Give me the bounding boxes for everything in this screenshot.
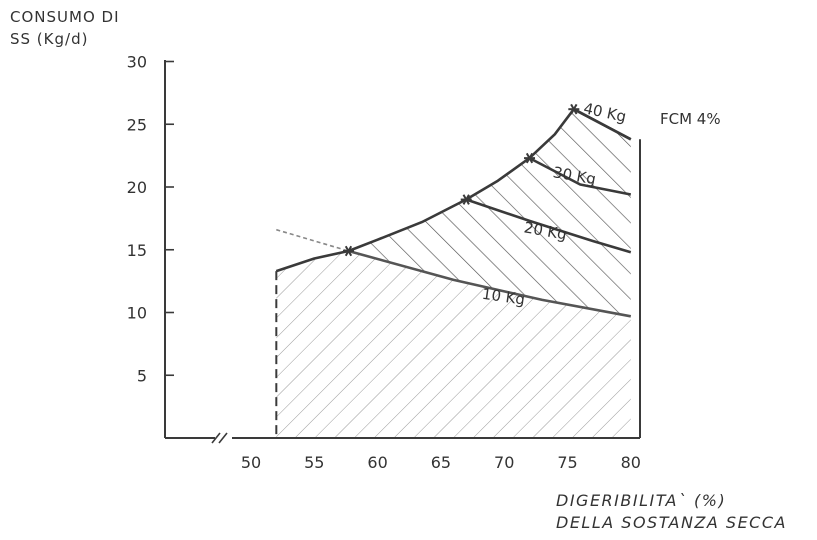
series-line xyxy=(528,156,632,196)
series-lines xyxy=(275,107,641,438)
x-tick-label: 75 xyxy=(557,453,577,472)
y-tick-label: 25 xyxy=(127,115,147,134)
y-axis-title-line1: CONSUMO DI xyxy=(10,8,120,26)
legend-title: FCM 4% xyxy=(660,110,721,128)
star-marker-stroke xyxy=(462,194,470,205)
shaded-regions xyxy=(276,109,631,438)
x-tick-label: 65 xyxy=(431,453,451,472)
axis-break-mark xyxy=(211,432,221,444)
point-markers xyxy=(342,103,580,257)
extrapolation-line xyxy=(276,228,349,252)
x-tick-label: 50 xyxy=(241,453,261,472)
series-line xyxy=(348,249,632,318)
star-marker-stroke xyxy=(570,103,578,115)
dark-hatched-area xyxy=(348,109,631,317)
x-axis-title-line2: DELLA SOSTANZA SECCA xyxy=(556,513,787,532)
x-tick-label: 55 xyxy=(304,453,324,472)
y-tick-label: 5 xyxy=(137,366,147,385)
x-axis-title-line1: DIGERIBILITA` (%) xyxy=(556,491,727,510)
light-hatched-area xyxy=(276,251,631,438)
x-tick-label: 70 xyxy=(494,453,514,472)
x-tick-label: 80 xyxy=(621,453,641,472)
star-marker-stroke xyxy=(344,245,353,257)
star-marker xyxy=(524,152,536,164)
x-axis-title: DIGERIBILITA` (%) DELLA SOSTANZA SECCA xyxy=(556,490,816,534)
y-tick-label: 20 xyxy=(127,178,147,197)
series-line xyxy=(573,108,632,141)
y-axis-title-line2: SS (Kg/d) xyxy=(10,30,89,48)
axes: 5 10 15 20 25 30 50 55 60 65 70 75 80 xyxy=(127,53,641,473)
star-marker xyxy=(568,103,580,115)
star-marker xyxy=(342,245,354,257)
star-marker-stroke xyxy=(525,152,534,164)
star-marker xyxy=(460,194,472,205)
y-tick-label: 10 xyxy=(127,304,147,323)
axis-break-mark xyxy=(218,432,228,444)
series-label: 10 Kg xyxy=(481,285,526,309)
x-tick-label: 60 xyxy=(367,453,387,472)
y-tick-label: 15 xyxy=(127,241,147,260)
series-line xyxy=(465,198,632,254)
y-tick-label: 30 xyxy=(127,53,147,72)
y-axis-title: CONSUMO DI SS (Kg/d) xyxy=(10,6,170,50)
